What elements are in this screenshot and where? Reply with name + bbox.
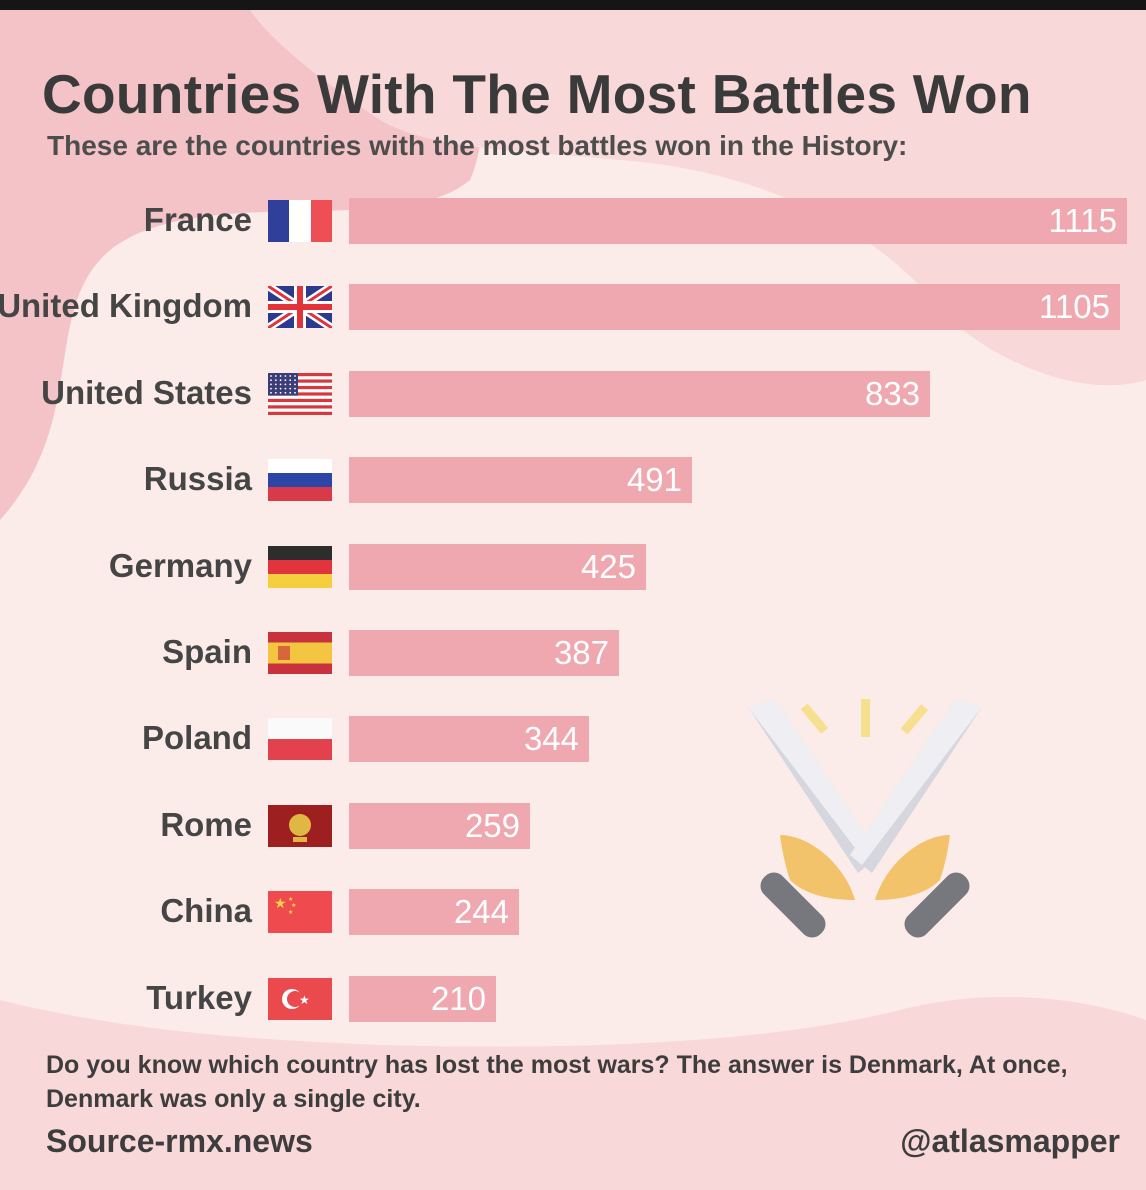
data-label: 210 — [430, 980, 486, 1017]
spain-flag — [268, 632, 332, 674]
bar — [349, 630, 619, 676]
bar — [349, 544, 646, 590]
category-label: France — [143, 201, 252, 238]
svg-text:★: ★ — [291, 902, 296, 909]
bar — [349, 284, 1120, 330]
bar-row: Russia 491 — [0, 457, 1146, 503]
russia-flag — [268, 459, 332, 501]
category-label: United Kingdom — [0, 287, 252, 324]
bar — [349, 371, 930, 417]
crossed-swords-icon — [748, 699, 982, 938]
data-label: 833 — [864, 375, 920, 412]
bar-row: China ★ ★ ★ ★ 244 — [0, 889, 1146, 935]
svg-text:★: ★ — [274, 896, 287, 912]
category-label: Spain — [162, 633, 252, 670]
bar — [349, 889, 519, 935]
bar-row: Germany 425 — [0, 544, 1146, 590]
bar — [349, 716, 589, 762]
bar-row: France 1115 — [0, 198, 1146, 244]
svg-text:★: ★ — [288, 909, 293, 916]
category-label: Rome — [160, 806, 252, 843]
germany-flag — [268, 546, 332, 588]
data-label: 425 — [580, 548, 636, 585]
data-label: 1115 — [1048, 202, 1117, 239]
data-label: 1105 — [1039, 288, 1110, 325]
data-label: 259 — [464, 807, 520, 844]
bar-row: United States 833 — [0, 371, 1146, 417]
svg-text:★: ★ — [299, 993, 310, 1007]
bar-row: Rome 259 — [0, 803, 1146, 849]
bar-row: Turkey ★ 210 — [0, 976, 1146, 1022]
category-label: Poland — [141, 719, 252, 756]
bar — [349, 803, 530, 849]
france-flag — [268, 200, 332, 242]
svg-text:★: ★ — [288, 896, 293, 903]
bar-row: Spain 387 — [0, 630, 1146, 676]
category-label: Turkey — [146, 979, 252, 1016]
background-shapes — [0, 10, 1146, 1190]
data-label: 491 — [626, 461, 682, 498]
bar — [349, 198, 1127, 244]
china-flag: ★ ★★★ — [268, 891, 332, 933]
data-label: 244 — [453, 893, 509, 930]
footnote: Do you know which country has lost the m… — [46, 1051, 1068, 1113]
category-label: Germany — [108, 547, 252, 584]
bar-row: United Kingdom 1105 — [0, 284, 1146, 330]
bar — [349, 457, 692, 503]
poland-flag — [268, 718, 332, 760]
data-label: 387 — [553, 634, 609, 671]
category-label: Russia — [143, 460, 252, 497]
uk-flag — [268, 286, 332, 328]
bar-row: Poland 344 — [0, 716, 1146, 762]
bar — [349, 976, 496, 1022]
top-bar — [0, 0, 1146, 10]
data-label: 344 — [523, 720, 579, 757]
usa-flag — [268, 373, 332, 415]
source-label: Source-rmx.news — [46, 1123, 313, 1159]
rome-flag — [268, 805, 332, 847]
author-handle: @atlasmapper — [900, 1123, 1120, 1159]
chart-title: Countries With The Most Battles Won — [42, 63, 1032, 125]
turkey-flag: ★ — [268, 978, 332, 1020]
category-label: United States — [41, 374, 252, 411]
category-label: China — [160, 892, 252, 929]
chart-subtitle: These are the countries with the most ba… — [47, 130, 908, 161]
